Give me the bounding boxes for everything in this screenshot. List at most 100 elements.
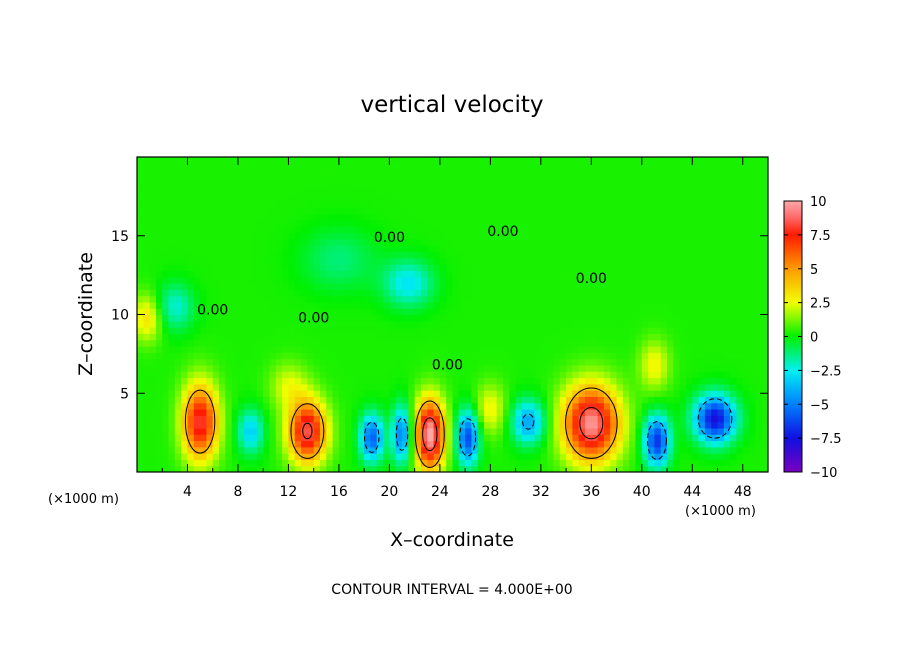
field-cell — [654, 169, 662, 177]
field-cell — [698, 157, 706, 164]
field-cell — [439, 364, 447, 372]
field-cell — [502, 409, 510, 416]
field-cell — [711, 459, 719, 467]
field-cell — [477, 339, 485, 347]
field-cell — [206, 383, 214, 391]
field-cell — [402, 276, 409, 284]
field-cell — [452, 245, 460, 253]
field-cell — [509, 377, 517, 385]
field-cell — [648, 377, 656, 385]
field-cell — [704, 390, 712, 397]
field-cell — [244, 232, 252, 240]
field-cell — [237, 352, 245, 360]
field-cell — [294, 207, 302, 215]
field-cell — [502, 327, 510, 334]
field-cell — [162, 245, 170, 253]
field-cell — [698, 301, 706, 309]
field-cell — [225, 327, 233, 334]
field-cell — [313, 440, 321, 448]
field-cell — [610, 409, 618, 416]
field-cell — [357, 295, 365, 303]
field-cell — [465, 371, 473, 379]
field-cell — [439, 415, 447, 423]
field-cell — [603, 402, 611, 410]
field-cell — [667, 295, 674, 303]
field-cell — [553, 440, 561, 448]
field-cell — [471, 327, 479, 334]
field-cell — [256, 194, 264, 202]
field-cell — [307, 358, 315, 366]
field-cell — [307, 194, 315, 202]
field-cell — [540, 283, 548, 290]
field-cell — [351, 339, 359, 347]
field-cell — [515, 465, 523, 472]
field-cell — [585, 446, 592, 454]
field-cell — [616, 264, 624, 271]
field-cell — [648, 465, 656, 472]
field-cell — [288, 465, 296, 472]
field-cell — [679, 220, 687, 227]
field-cell — [490, 264, 498, 271]
field-cell — [370, 264, 378, 271]
field-cell — [237, 377, 245, 385]
field-cell — [528, 245, 536, 253]
field-cell — [730, 446, 738, 454]
field-cell — [155, 213, 163, 221]
field-cell — [698, 283, 706, 290]
field-cell — [603, 276, 611, 284]
field-cell — [585, 276, 592, 284]
field-cell — [603, 295, 611, 303]
field-cell — [326, 402, 334, 410]
field-cell — [509, 264, 517, 271]
field-cell — [679, 257, 687, 265]
field-cell — [660, 157, 668, 164]
field-cell — [301, 270, 308, 278]
field-cell — [742, 377, 750, 385]
field-cell — [351, 169, 359, 177]
field-cell — [711, 251, 719, 259]
field-cell — [181, 459, 189, 467]
field-cell — [345, 396, 353, 404]
field-cell — [357, 396, 365, 404]
field-cell — [231, 371, 239, 379]
field-cell — [477, 320, 485, 328]
field-cell — [673, 207, 681, 215]
field-cell — [212, 434, 220, 442]
field-cell — [383, 352, 390, 360]
field-cell — [616, 352, 624, 360]
field-cell — [237, 440, 245, 448]
field-cell — [616, 295, 624, 303]
field-cell — [458, 264, 466, 271]
field-cell — [616, 270, 624, 278]
field-cell — [256, 459, 264, 467]
field-cell — [250, 465, 258, 472]
field-cell — [578, 301, 586, 309]
field-cell — [395, 402, 403, 410]
field-cell — [439, 169, 447, 177]
field-cell — [648, 226, 656, 234]
field-cell — [408, 446, 416, 454]
field-cell — [597, 402, 605, 410]
field-cell — [711, 289, 719, 297]
field-cell — [667, 308, 674, 316]
field-cell — [313, 409, 321, 416]
field-cell — [408, 440, 416, 448]
field-cell — [231, 308, 239, 316]
field-cell — [521, 434, 529, 442]
field-cell — [408, 169, 416, 177]
field-cell — [622, 427, 630, 435]
field-cell — [263, 270, 271, 278]
field-cell — [730, 213, 738, 221]
field-cell — [162, 383, 170, 391]
field-cell — [502, 270, 510, 278]
field-cell — [383, 333, 390, 341]
field-cell — [547, 295, 555, 303]
field-cell — [515, 415, 523, 423]
field-cell — [225, 333, 233, 341]
field-cell — [357, 409, 365, 416]
field-cell — [446, 453, 454, 460]
field-cell — [622, 383, 630, 391]
field-cell — [326, 283, 334, 290]
field-cell — [622, 226, 630, 234]
field-cell — [591, 409, 599, 416]
